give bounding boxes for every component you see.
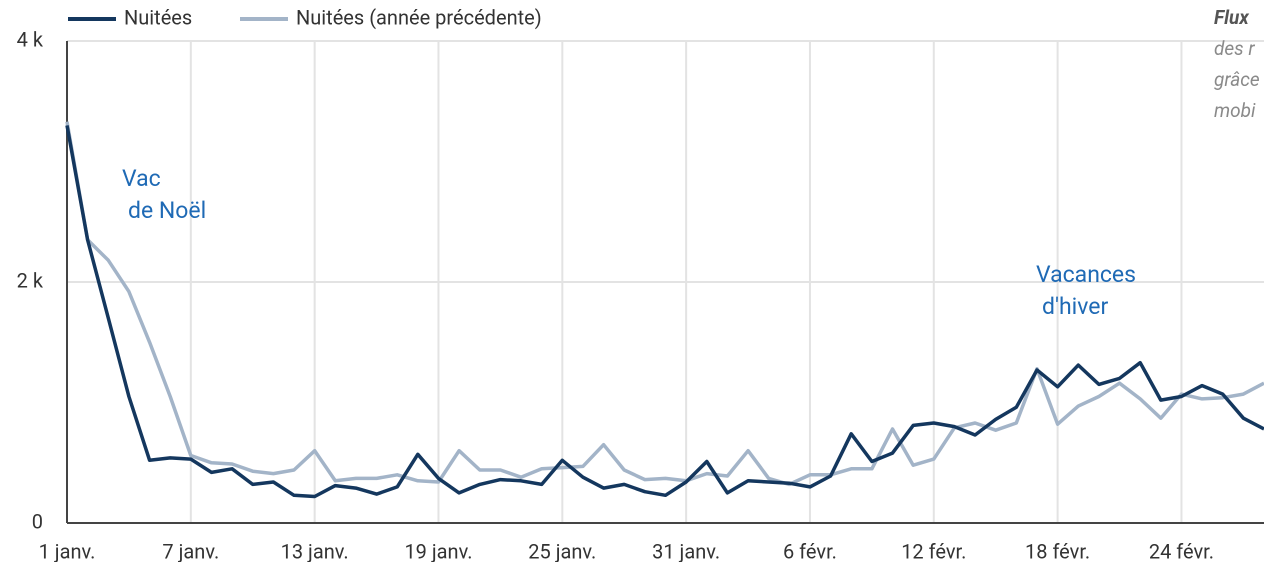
x-tick-label: 6 févr.	[783, 539, 837, 562]
line-series	[65, 121, 1264, 487]
note: grâce	[1214, 68, 1260, 91]
x-tick-label: 25 janv.	[528, 539, 596, 562]
x-tick-label: 7 janv.	[162, 539, 219, 562]
y-tick-label: 4 k	[17, 27, 44, 51]
note: des r	[1214, 37, 1255, 60]
x-tick-label: 13 janv.	[281, 539, 349, 562]
annotation: d'hiver	[1042, 293, 1108, 320]
annotation: Vac	[122, 165, 161, 192]
y-tick-label: 2 k	[17, 268, 44, 292]
note: mobi	[1214, 99, 1256, 122]
annotation: Vacances	[1036, 261, 1136, 288]
x-tick-label: 24 févr.	[1149, 539, 1214, 562]
x-tick-label: 12 févr.	[901, 539, 966, 562]
note: Flux	[1214, 6, 1249, 29]
annotation: de Noël	[128, 197, 206, 224]
legend-label: Nuitées (année précédente)	[296, 5, 542, 29]
x-tick-label: 19 janv.	[404, 539, 472, 562]
x-tick-label: 31 janv.	[652, 539, 720, 562]
x-tick-label: 18 févr.	[1025, 539, 1090, 562]
line-series	[65, 125, 1264, 499]
y-tick-label: 0	[32, 509, 43, 533]
legend-label: Nuitées	[124, 5, 192, 29]
x-tick-label: 1 janv.	[39, 539, 96, 562]
